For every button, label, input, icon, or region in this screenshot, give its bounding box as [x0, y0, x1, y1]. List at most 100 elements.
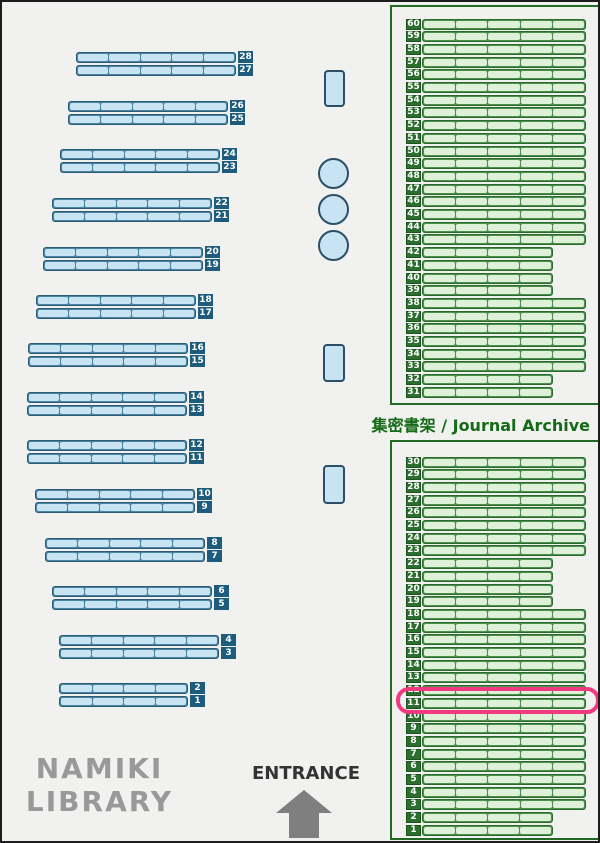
bookshelf-12: 12 [27, 439, 204, 451]
shelf-segment [456, 287, 487, 294]
shelf-segment [520, 636, 552, 643]
shelf-segment [92, 684, 123, 692]
shelf-segment [61, 684, 92, 692]
shelf-segment [520, 186, 552, 193]
shelf-segment [552, 674, 585, 681]
bookshelf-7: 7 [45, 550, 222, 562]
shelf-segment [520, 751, 552, 758]
shelf-segment [424, 338, 456, 345]
journal-shelf-31: 31 [406, 387, 553, 398]
shelf-segment [123, 454, 154, 462]
journal-shelf-6: 6 [406, 761, 586, 772]
journal-shelf-1: 1 [406, 825, 553, 836]
journal-shelf-bar-59 [422, 31, 586, 42]
shelf-segment [424, 573, 455, 580]
journal-shelf-bar-28 [422, 482, 586, 493]
shelf-segment [488, 751, 520, 758]
journal-shelf-41: 41 [406, 260, 553, 271]
shelf-segment [520, 649, 552, 656]
shelf-segment [520, 122, 552, 129]
journal-shelf-29: 29 [406, 469, 586, 480]
shelf-number-badge-15: 15 [190, 355, 205, 367]
journal-shelf-43: 43 [406, 234, 586, 245]
shelf-segment [520, 611, 552, 618]
shelf-segment [552, 46, 585, 53]
shelf-segment [488, 236, 520, 243]
shelf-segment [154, 454, 186, 462]
bookshelf-28: 28 [76, 51, 253, 63]
bookshelf-bar-24 [60, 148, 220, 160]
journal-shelf-7: 7 [406, 749, 586, 760]
bookshelf-bar-15 [28, 355, 188, 367]
shelf-segment [54, 199, 85, 207]
shelf-number-badge-28: 28 [238, 51, 253, 63]
shelf-segment [47, 552, 78, 560]
shelf-segment [78, 66, 109, 74]
shelf-segment [488, 827, 519, 834]
shelf-segment [37, 503, 68, 511]
shelf-segment [124, 150, 156, 158]
journal-shelf-28: 28 [406, 482, 586, 493]
shelf-segment [520, 46, 552, 53]
shelf-segment [488, 122, 520, 129]
journal-shelf-40: 40 [406, 273, 553, 284]
bookshelf-8: 8 [45, 537, 222, 549]
shelf-segment [488, 535, 520, 542]
shelf-segment [456, 649, 488, 656]
shelf-segment [60, 454, 91, 462]
shelf-segment [488, 59, 520, 66]
shelf-segment [29, 454, 60, 462]
shelf-segment [424, 33, 456, 40]
journal-shelf-52: 52 [406, 120, 586, 131]
journal-shelf-53: 53 [406, 107, 586, 118]
shelf-segment [520, 560, 551, 567]
shelf-segment [148, 587, 179, 595]
journal-shelf-48: 48 [406, 171, 586, 182]
shelf-segment [69, 296, 100, 304]
shelf-segment [424, 763, 456, 770]
shelf-segment [132, 309, 163, 317]
shelf-segment [424, 198, 456, 205]
journal-shelf-bar-17 [422, 622, 586, 633]
journal-shelf-60: 60 [406, 19, 586, 30]
shelf-segment [195, 115, 227, 123]
journal-shelf-36: 36 [406, 323, 586, 334]
bookshelf-4: 4 [59, 634, 236, 646]
shelf-segment [552, 471, 585, 478]
shelf-segment [488, 522, 520, 529]
shelf-segment [456, 338, 488, 345]
shelf-segment [456, 84, 488, 91]
shelf-segment [520, 71, 552, 78]
shelf-segment [488, 484, 520, 491]
shelf-segment [488, 389, 519, 396]
shelf-segment [456, 789, 488, 796]
journal-shelf-3: 3 [406, 799, 586, 810]
journal-shelf-bar-4 [422, 787, 586, 798]
bookshelf-22: 22 [52, 197, 229, 209]
shelf-segment [424, 522, 456, 529]
journal-shelf-bar-23 [422, 545, 586, 556]
shelf-segment [140, 53, 172, 61]
shelf-segment [424, 71, 456, 78]
journal-shelf-number-badge-14: 14 [406, 660, 421, 671]
journal-shelf-number-badge-26: 26 [406, 507, 421, 518]
shelf-segment [552, 160, 585, 167]
shelf-segment [488, 801, 520, 808]
shelf-segment [424, 776, 456, 783]
shelf-segment [520, 363, 552, 370]
journal-shelf-26: 26 [406, 507, 586, 518]
shelf-segment [62, 150, 93, 158]
bookshelf-bar-6 [52, 585, 212, 597]
shelf-segment [60, 406, 91, 414]
bookshelf-19: 19 [43, 259, 220, 271]
journal-shelf-number-badge-37: 37 [406, 311, 421, 322]
shelf-segment [123, 441, 154, 449]
shelf-segment [124, 697, 155, 705]
shelf-segment [552, 148, 585, 155]
shelf-segment [61, 636, 92, 644]
shelf-segment [179, 212, 211, 220]
shelf-segment [124, 684, 155, 692]
journal-shelf-bar-36 [422, 323, 586, 334]
shelf-segment [520, 789, 552, 796]
shelf-segment [488, 249, 519, 256]
